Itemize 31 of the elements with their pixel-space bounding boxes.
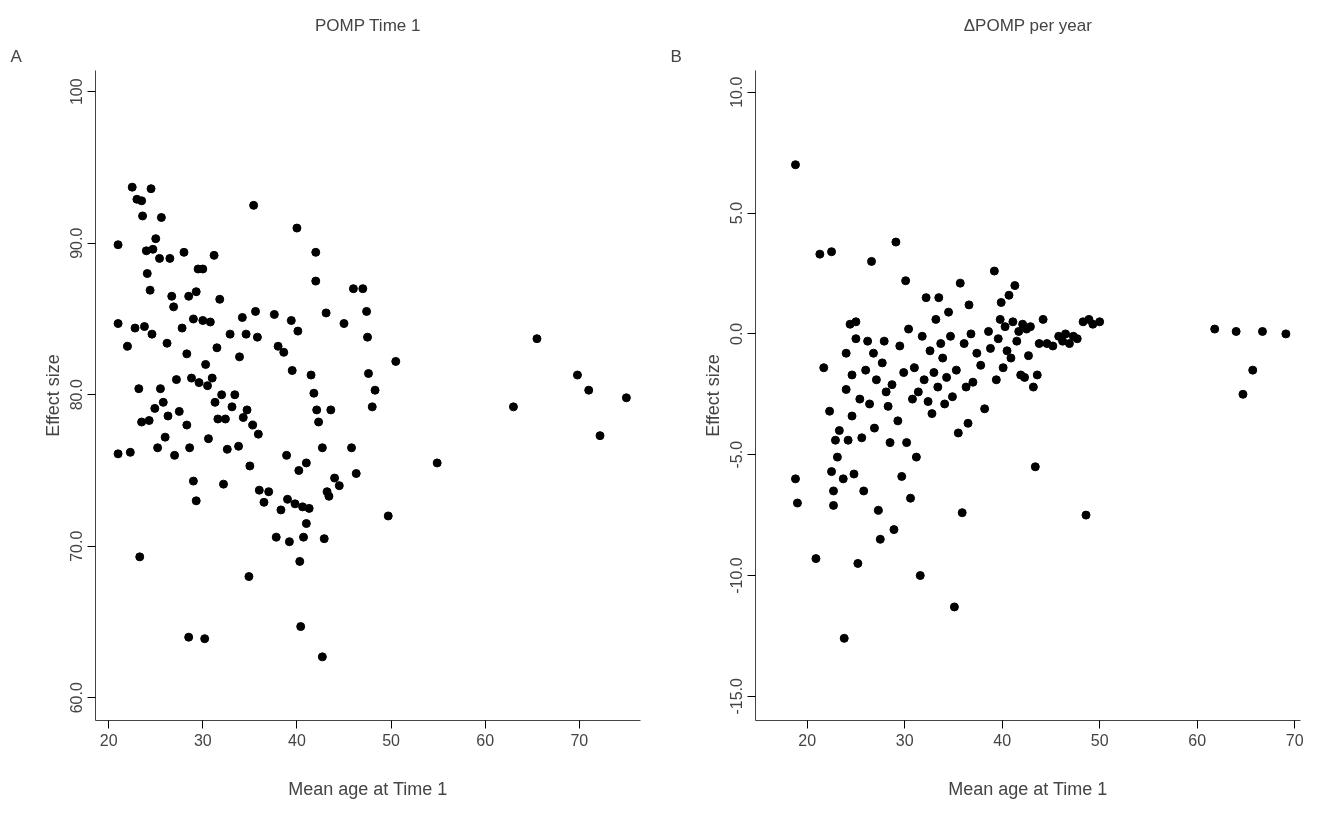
x-tick-label: 50 bbox=[1090, 731, 1109, 749]
x-axis-title: Mean age at Time 1 bbox=[948, 778, 1108, 799]
x-tick-label: 20 bbox=[798, 731, 817, 749]
x-tick-label: 50 bbox=[382, 731, 401, 749]
y-tick-label: 0.0 bbox=[728, 322, 746, 345]
y-axis-title: Effect size bbox=[702, 354, 723, 437]
y-tick-label: 10.0 bbox=[728, 76, 746, 108]
x-tick-label: 30 bbox=[193, 731, 212, 749]
x-tick-label: 70 bbox=[570, 731, 589, 749]
x-axis-title: Mean age at Time 1 bbox=[288, 778, 448, 799]
x-tick-label: 70 bbox=[1285, 731, 1304, 749]
chart-title: POMP Time 1 bbox=[314, 15, 421, 35]
y-tick-label: 90.0 bbox=[68, 227, 86, 259]
x-tick-label: 40 bbox=[993, 731, 1012, 749]
x-tick-label: 40 bbox=[288, 731, 306, 749]
y-tick-label: -5.0 bbox=[728, 440, 746, 469]
x-tick-label: 20 bbox=[99, 731, 118, 749]
y-axis-title: Effect size bbox=[42, 354, 63, 437]
x-tick-label: 30 bbox=[895, 731, 914, 749]
y-tick-label: -15.0 bbox=[728, 678, 746, 715]
y-tick-label: 80.0 bbox=[68, 379, 86, 411]
text: A bbox=[10, 46, 23, 66]
y-tick-label: 5.0 bbox=[728, 201, 746, 225]
chart-title: ΔPOMP per year bbox=[963, 15, 1093, 35]
x-tick-label: 60 bbox=[476, 731, 495, 749]
y-tick-label: 100 bbox=[68, 78, 86, 106]
y-tick-label: -10.0 bbox=[728, 557, 746, 594]
text: B bbox=[670, 46, 682, 66]
x-tick-label: 60 bbox=[1188, 731, 1207, 749]
y-tick-label: 60.0 bbox=[68, 682, 86, 714]
y-tick-label: 70.0 bbox=[68, 530, 86, 562]
